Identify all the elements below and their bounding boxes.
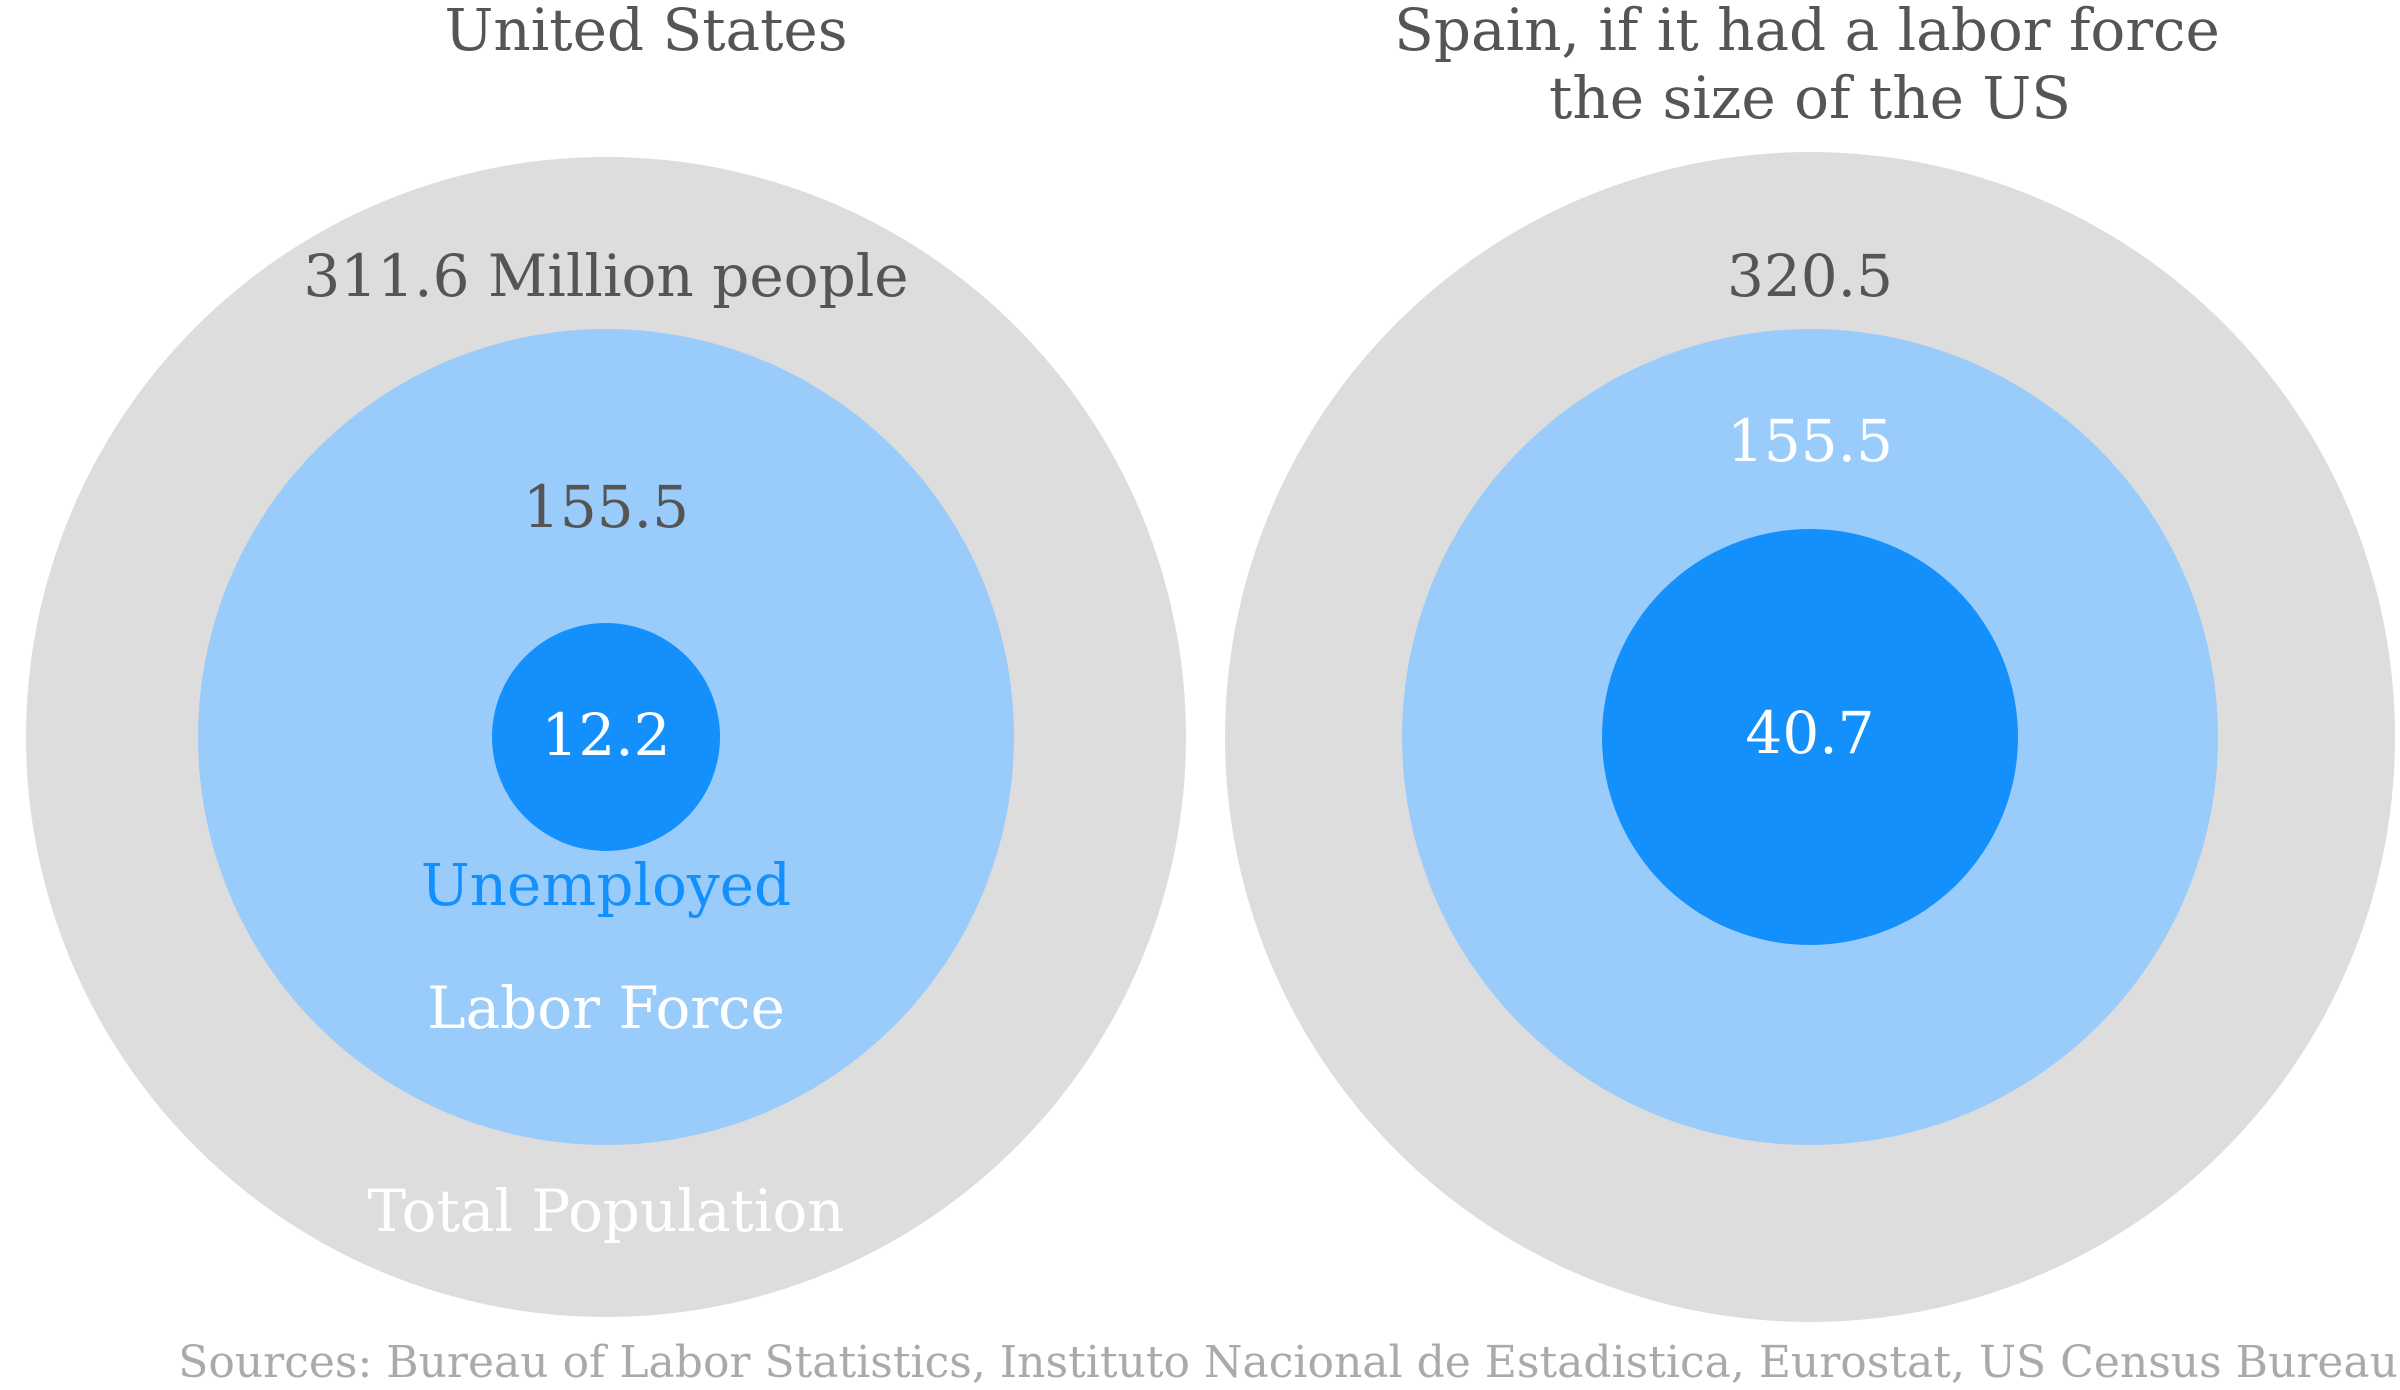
chart-title-line-1: Spain, if it had a labor force — [1394, 0, 2220, 64]
total-population-label: Total Population — [367, 1177, 844, 1245]
total-population-value: 320.5 — [1727, 242, 1893, 310]
panel-spain: Spain, if it had a labor force the size … — [1225, 0, 2395, 1322]
unemployed-value: 40.7 — [1745, 699, 1874, 767]
panel-united-states: United States 311.6 Million people 155.5… — [26, 0, 1186, 1317]
labor-force-value: 155.5 — [523, 473, 689, 541]
labor-force-label: Labor Force — [427, 974, 785, 1042]
unemployed-circle — [1602, 529, 2018, 945]
chart-title: United States — [445, 0, 848, 64]
total-population-value: 311.6 Million people — [303, 242, 908, 310]
unemployed-value: 12.2 — [541, 701, 670, 769]
unemployed-circle — [492, 623, 720, 851]
source-note: Sources: Bureau of Labor Statistics, Ins… — [178, 1337, 2398, 1388]
labor-force-value: 155.5 — [1727, 407, 1893, 475]
unemployed-label: Unemployed — [421, 851, 791, 919]
chart-title-line-2: the size of the US — [1549, 64, 2071, 132]
